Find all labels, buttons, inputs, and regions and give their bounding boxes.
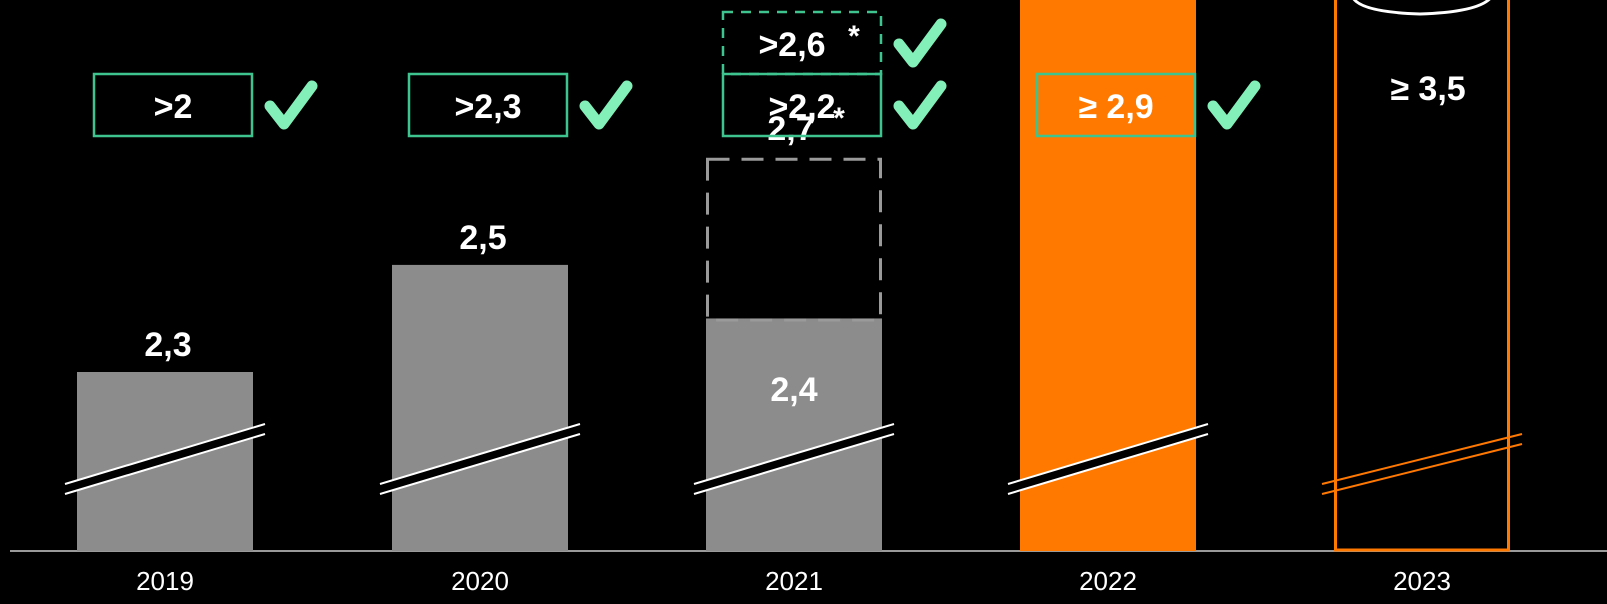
axis-break-line-2021 — [693, 423, 895, 485]
check-icon-2021 — [893, 80, 947, 130]
x-tick-2023: 2023 — [1393, 566, 1451, 596]
axis-break-line-2019 — [64, 433, 266, 495]
value-label-2023: ≥ 3,5 — [1390, 70, 1465, 108]
axis-break-2023 — [1321, 443, 1523, 495]
axis-break-2021 — [692, 424, 896, 494]
target-label-2021: >2,2 — [768, 88, 835, 126]
truncated-left-label: s — [0, 74, 10, 101]
target-label-2019: >2 — [154, 88, 193, 126]
bar-2021 — [706, 318, 882, 551]
target-box-2019 — [92, 72, 254, 138]
x-tick-2021: 2021 — [765, 566, 823, 596]
adjusted-bar-2021 — [706, 157, 882, 322]
check-icon-2020 — [579, 80, 633, 130]
target-asterisk-2021: * — [848, 20, 860, 53]
axis-break-2019 — [63, 424, 267, 494]
axis-break-line-2022 — [1007, 433, 1209, 495]
target-box-2022 — [1035, 72, 1197, 138]
check-icon-2022 — [1207, 80, 1261, 130]
x-tick-2019: 2019 — [136, 566, 194, 596]
axis-break-line-2019 — [64, 423, 266, 485]
target-label-2022: ≥ 2,9 — [1078, 88, 1153, 126]
axis-break-2020 — [378, 424, 582, 494]
x-tick-2020: 2020 — [451, 566, 509, 596]
value-label-2020: 2,5 — [459, 219, 506, 257]
axis-break-line-2022 — [1007, 423, 1209, 485]
decorative-oval — [1352, 0, 1491, 16]
bar-2023 — [1334, 0, 1510, 552]
axis-break-line-2021 — [693, 433, 895, 495]
check-icon-2021-adjusted — [893, 18, 947, 68]
adjusted-asterisk-2021: * — [833, 102, 845, 135]
target-box-adjusted-2021 — [721, 10, 883, 76]
target-box-2020 — [407, 72, 569, 138]
bar-2022 — [1020, 0, 1196, 552]
adjusted-value-label-2021: 2,7 — [767, 110, 814, 148]
axis-break-line-2020 — [379, 423, 581, 485]
value-label-2021: 2,4 — [770, 371, 817, 409]
target-label-adjusted-2021: >2,6 — [758, 26, 825, 64]
target-box-2021 — [721, 72, 883, 138]
x-tick-2022: 2022 — [1079, 566, 1137, 596]
axis-break-line-2020 — [379, 433, 581, 495]
axis-break-2023 — [1321, 433, 1523, 485]
target-label-2020: >2,3 — [454, 88, 521, 126]
axis-break-2022 — [1006, 424, 1210, 494]
bar-2020 — [392, 264, 568, 551]
value-label-2019: 2,3 — [144, 326, 191, 364]
check-icon-2019 — [264, 80, 318, 130]
